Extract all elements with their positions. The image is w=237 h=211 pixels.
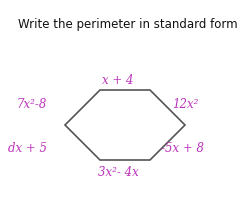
Text: 12x²: 12x² (172, 99, 198, 111)
Text: Write the perimeter in standard form.: Write the perimeter in standard form. (18, 18, 237, 31)
Text: -5x + 8: -5x + 8 (161, 142, 205, 154)
Text: 3x²- 4x: 3x²- 4x (98, 165, 138, 179)
Text: 7x²-8: 7x²-8 (17, 99, 47, 111)
Text: dx + 5: dx + 5 (9, 142, 47, 154)
Text: x + 4: x + 4 (102, 73, 134, 87)
